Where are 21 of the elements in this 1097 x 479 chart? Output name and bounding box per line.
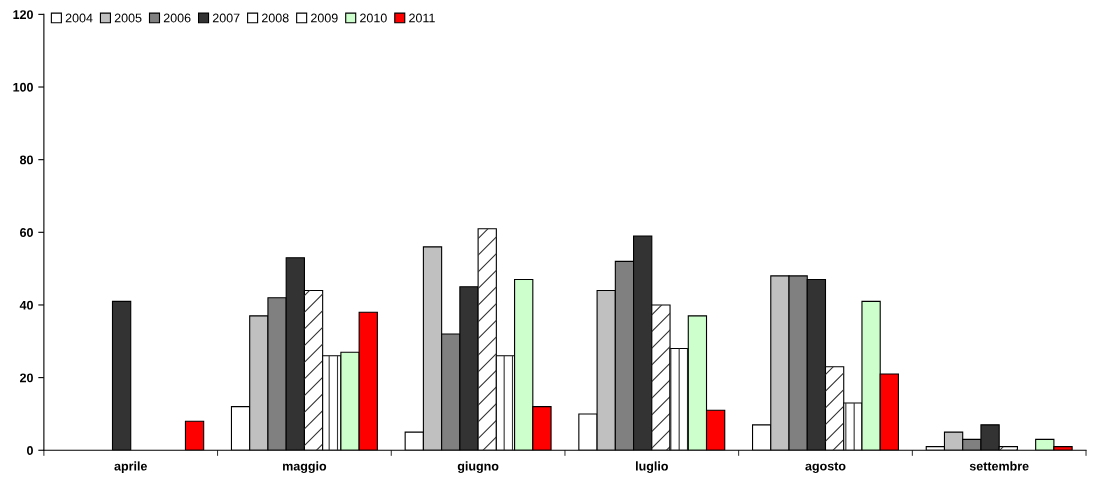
x-tick-label: maggio [283, 461, 327, 474]
legend-label: 2004 [65, 13, 93, 23]
x-tick-label: giugno [457, 461, 499, 474]
legend-label: 2006 [163, 13, 191, 23]
x-tick-label: settembre [969, 461, 1029, 471]
legend-label: 2007 [212, 13, 240, 23]
y-tick-label: 40 [19, 300, 33, 310]
legend-label: 2005 [114, 13, 142, 23]
legend-label: 2011 [409, 13, 435, 23]
y-tick-label: 100 [13, 82, 33, 92]
y-tick-label: 120 [13, 10, 33, 20]
y-tick-label: 80 [19, 155, 33, 165]
x-tick-label: luglio [636, 461, 668, 474]
y-tick-label: 20 [19, 373, 33, 383]
legend-label: 2010 [360, 13, 387, 23]
x-tick-label: agosto [805, 462, 846, 474]
x-tick-label: aprile [114, 461, 147, 474]
y-tick-label: 0 [27, 446, 33, 455]
legend-label: 2009 [311, 13, 338, 23]
legend-label: 2008 [261, 13, 289, 23]
y-tick-label: 60 [20, 228, 33, 237]
